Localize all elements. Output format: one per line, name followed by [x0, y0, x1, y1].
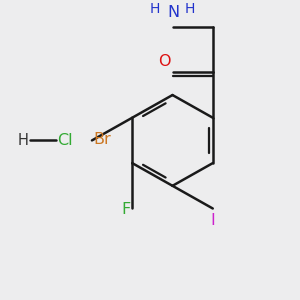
Text: I: I — [210, 213, 215, 228]
Text: H: H — [150, 2, 160, 16]
Text: H: H — [184, 2, 195, 16]
Text: N: N — [167, 4, 179, 20]
Text: H: H — [18, 133, 28, 148]
Text: F: F — [122, 202, 131, 217]
Text: Br: Br — [94, 132, 111, 147]
Text: Cl: Cl — [57, 133, 73, 148]
Text: O: O — [158, 54, 170, 69]
